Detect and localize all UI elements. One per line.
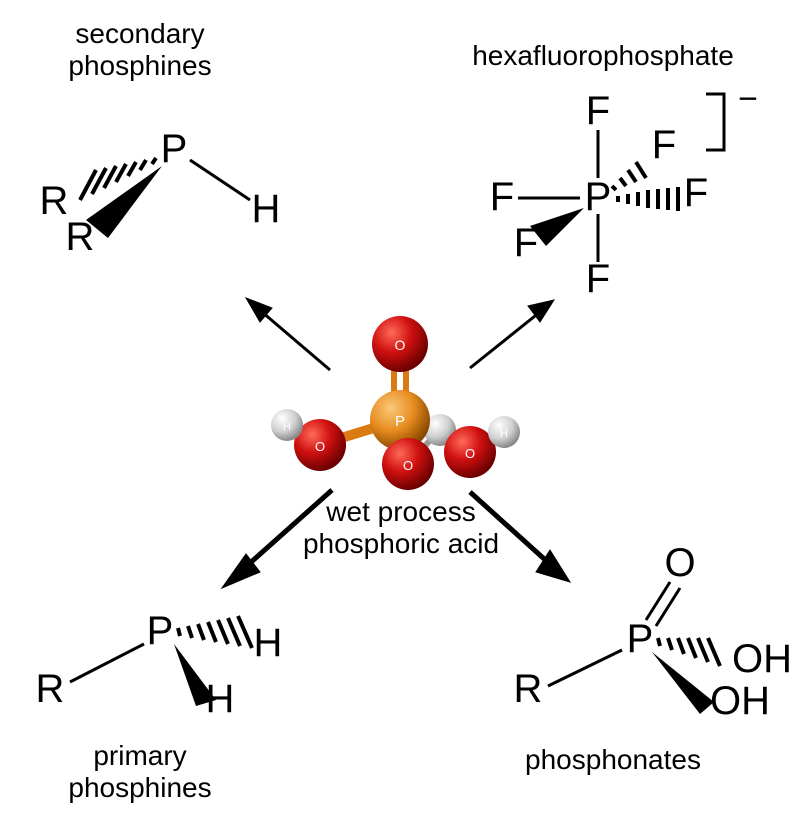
atom-o [372,316,428,372]
atom-h [271,409,303,441]
svg-text:P: P [161,127,188,171]
svg-text:OH: OH [710,679,770,723]
svg-text:F: F [586,89,610,133]
svg-text:H: H [283,421,291,433]
svg-text:F: F [586,257,610,301]
structure-pf6: P F F F F F F [490,80,758,301]
svg-text:−: − [738,80,758,118]
svg-text:F: F [684,171,708,215]
svg-text:R: R [514,667,543,711]
svg-text:O: O [395,337,406,353]
svg-text:P: P [585,175,612,219]
label-primary-phosphines: primary phosphines [40,740,240,804]
svg-text:H: H [252,187,281,231]
svg-text:H: H [254,621,283,665]
structure-secondary-phosphine: P R R H [40,127,281,259]
atom-p [370,390,430,450]
svg-text:P: P [395,413,405,430]
svg-text:O: O [465,446,475,461]
svg-text:R: R [36,667,65,711]
svg-text:P: P [627,617,654,661]
diagram-svg: O P O O O H H [0,0,800,827]
central-molecule: O P O O O H H [271,316,520,490]
svg-text:R: R [66,215,95,259]
svg-text:R: R [40,179,69,223]
svg-text:O: O [403,458,413,473]
atom-o [444,426,496,478]
atom-o [382,438,434,490]
structure-primary-phosphine: P R H H [36,609,283,721]
label-phosphonates: phosphonates [498,744,728,776]
svg-text:OH: OH [732,637,792,681]
svg-text:O: O [664,541,695,585]
svg-text:O: O [315,439,325,454]
svg-text:F: F [490,175,514,219]
atom-o [294,419,346,471]
svg-text:P: P [147,609,174,653]
atom-h [488,416,520,448]
label-hexafluorophosphate: hexafluorophosphate [438,40,768,72]
label-secondary-phosphines: secondary phosphines [40,18,240,82]
svg-text:F: F [652,123,676,167]
svg-text:H: H [206,677,235,721]
atom-h [424,414,456,446]
diagram-canvas: secondary phosphines hexafluorophosphate… [0,0,800,827]
svg-text:F: F [514,221,538,265]
svg-text:H: H [500,428,508,440]
structure-phosphonate: P O R OH OH [514,541,792,723]
label-wet-process: wet process phosphoric acid [276,496,526,560]
